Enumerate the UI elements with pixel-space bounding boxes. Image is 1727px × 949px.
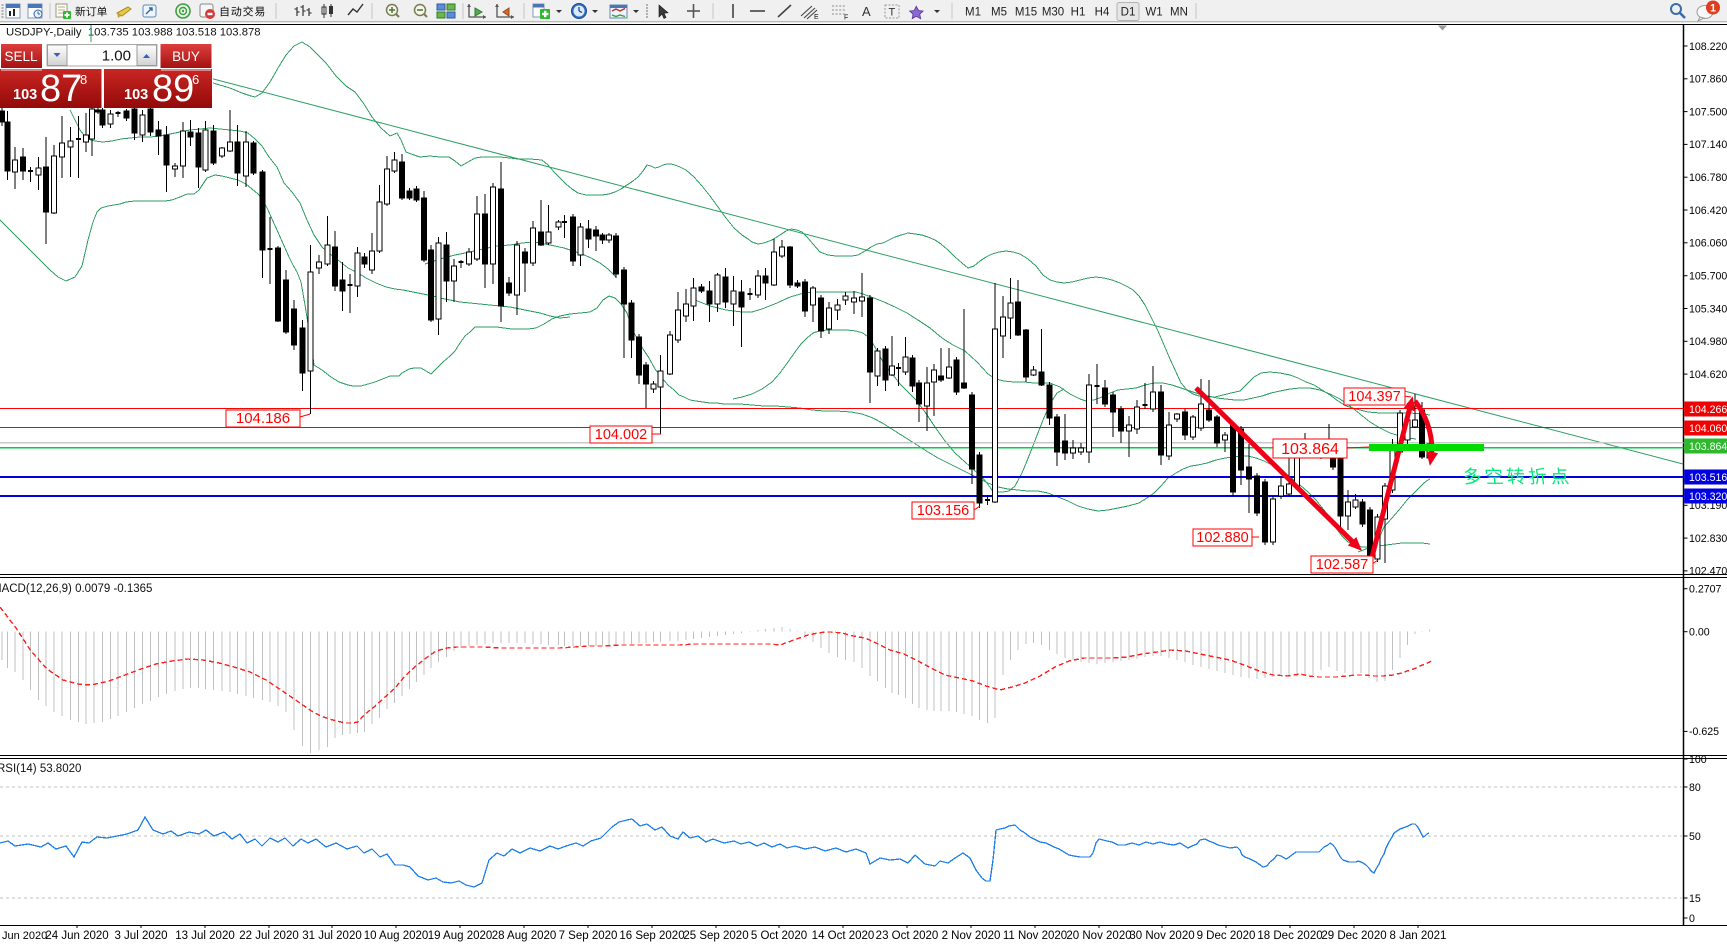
svg-text:0.2707: 0.2707	[1689, 584, 1722, 596]
svg-text:104.397: 104.397	[1348, 389, 1400, 405]
svg-text:A: A	[862, 4, 871, 19]
svg-text:89: 89	[152, 68, 194, 110]
svg-text:87: 87	[40, 68, 82, 110]
svg-text:W1: W1	[1145, 7, 1162, 19]
svg-text:RSI(14) 53.8020: RSI(14) 53.8020	[0, 763, 81, 775]
svg-text:102.880: 102.880	[1196, 530, 1248, 546]
svg-text:13 Jul 2020: 13 Jul 2020	[175, 930, 234, 942]
svg-text:50: 50	[1689, 831, 1701, 843]
svg-text:29 Dec 2020: 29 Dec 2020	[1321, 930, 1386, 942]
svg-text:102.587: 102.587	[1316, 557, 1368, 573]
svg-text:20 Nov 2020: 20 Nov 2020	[1066, 930, 1131, 942]
svg-text:103.156: 103.156	[917, 503, 969, 519]
svg-text:MN: MN	[1170, 7, 1188, 19]
svg-text:9 Dec 2020: 9 Dec 2020	[1197, 930, 1256, 942]
svg-text:104.060: 104.060	[1689, 423, 1727, 435]
svg-text:100: 100	[1689, 754, 1707, 766]
svg-text:104.002: 104.002	[595, 427, 647, 443]
svg-text:18 Dec 2020: 18 Dec 2020	[1257, 930, 1322, 942]
svg-text:104.266: 104.266	[1689, 404, 1727, 416]
svg-text:102.830: 102.830	[1689, 533, 1727, 545]
svg-text:107.860: 107.860	[1689, 74, 1727, 86]
svg-text:M15: M15	[1015, 7, 1037, 19]
svg-text:105.700: 105.700	[1689, 271, 1727, 283]
svg-text:14 Oct 2020: 14 Oct 2020	[812, 930, 875, 942]
svg-text:106.060: 106.060	[1689, 238, 1727, 250]
svg-text:MACD(12,26,9) 0.0079 -0.1365: MACD(12,26,9) 0.0079 -0.1365	[0, 583, 152, 595]
svg-text:103: 103	[13, 87, 37, 103]
svg-text:19 Aug 2020: 19 Aug 2020	[428, 930, 493, 942]
svg-text:104.980: 104.980	[1689, 336, 1727, 348]
svg-text:104.186: 104.186	[236, 410, 290, 427]
svg-text:6: 6	[192, 72, 199, 87]
svg-text:D1: D1	[1121, 7, 1136, 19]
svg-text:108.220: 108.220	[1689, 41, 1727, 53]
svg-text:T: T	[889, 7, 896, 19]
svg-text:80: 80	[1689, 782, 1701, 794]
svg-text:M1: M1	[965, 7, 981, 19]
svg-text:0.00: 0.00	[1689, 627, 1710, 639]
svg-text:H1: H1	[1071, 7, 1086, 19]
svg-text:0: 0	[1689, 913, 1695, 925]
svg-text:103: 103	[124, 87, 148, 103]
svg-text:22 Jul 2020: 22 Jul 2020	[239, 930, 298, 942]
svg-text:M30: M30	[1042, 7, 1064, 19]
svg-text:SELL: SELL	[4, 49, 38, 64]
svg-text:10 Aug 2020: 10 Aug 2020	[364, 930, 429, 942]
svg-text:107.140: 107.140	[1689, 139, 1727, 151]
svg-text:15: 15	[1689, 893, 1701, 905]
svg-text:103.516: 103.516	[1689, 472, 1727, 484]
svg-text:16 Sep 2020: 16 Sep 2020	[619, 930, 684, 942]
svg-text:28 Aug 2020: 28 Aug 2020	[492, 930, 557, 942]
svg-text:8: 8	[80, 72, 87, 87]
svg-text:F: F	[844, 15, 848, 22]
svg-text:M5: M5	[991, 7, 1007, 19]
svg-text:103.864: 103.864	[1689, 441, 1727, 453]
svg-text:106.780: 106.780	[1689, 172, 1727, 184]
svg-text:Jun 2020: Jun 2020	[2, 930, 47, 942]
svg-text:1.00: 1.00	[102, 48, 131, 65]
svg-text:7 Sep 2020: 7 Sep 2020	[559, 930, 618, 942]
svg-text:103.864: 103.864	[1281, 441, 1339, 458]
svg-text:103.320: 103.320	[1689, 491, 1727, 503]
svg-text:105.340: 105.340	[1689, 303, 1727, 315]
svg-text:107.500: 107.500	[1689, 106, 1727, 118]
svg-text:E: E	[814, 14, 819, 21]
svg-text:1: 1	[1710, 3, 1716, 15]
svg-text:25 Sep 2020: 25 Sep 2020	[683, 930, 748, 942]
svg-text:30 Nov 2020: 30 Nov 2020	[1129, 930, 1194, 942]
svg-text:103.190: 103.190	[1689, 500, 1727, 512]
svg-text:3 Jul 2020: 3 Jul 2020	[114, 930, 167, 942]
svg-text:102.470: 102.470	[1689, 566, 1727, 578]
svg-text:BUY: BUY	[172, 49, 200, 64]
svg-text:106.420: 106.420	[1689, 205, 1727, 217]
svg-text:24 Jun 2020: 24 Jun 2020	[45, 930, 108, 942]
svg-text:23 Oct 2020: 23 Oct 2020	[876, 930, 939, 942]
svg-text:5 Oct 2020: 5 Oct 2020	[751, 930, 807, 942]
svg-text:USDJPY-,Daily 103.735 103.988: USDJPY-,Daily 103.735 103.988 103.518 10…	[6, 27, 261, 39]
svg-text:-0.625: -0.625	[1689, 726, 1719, 738]
svg-text:104.620: 104.620	[1689, 369, 1727, 381]
svg-text:11 Nov 2020: 11 Nov 2020	[1003, 930, 1067, 942]
svg-text:H4: H4	[1095, 7, 1110, 19]
svg-text:31 Jul 2020: 31 Jul 2020	[302, 930, 361, 942]
svg-text:8 Jan 2021: 8 Jan 2021	[1390, 930, 1447, 942]
svg-text:2 Nov 2020: 2 Nov 2020	[942, 930, 1001, 942]
